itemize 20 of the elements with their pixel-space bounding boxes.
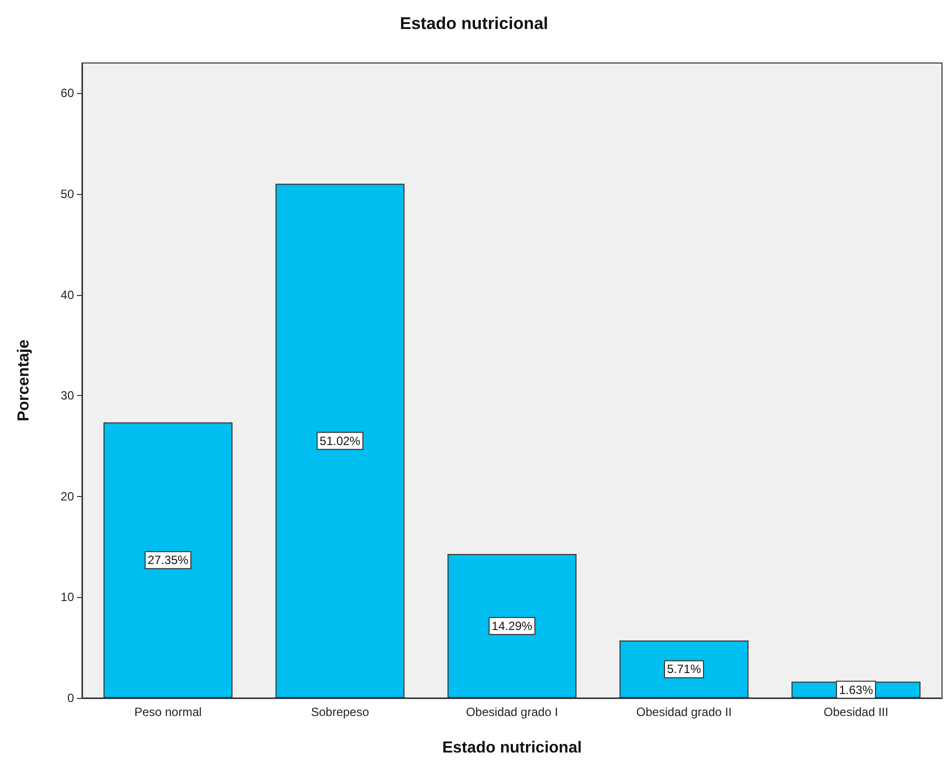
data-label: 1.63% [838,682,874,697]
chart-title: Estado nutricional [400,14,548,33]
data-label: 27.35% [148,553,189,568]
x-axis-title: Estado nutricional [442,740,582,756]
y-tick-label: 10 [60,590,74,604]
y-tick-label: 0 [67,691,74,705]
data-label: 5.71% [666,662,702,676]
data-label: 14.29% [492,618,533,633]
data-label: 51.02% [320,434,361,448]
x-tick-label: Obesidad grado I [466,705,558,719]
x-tick-label: Obesidad grado II [636,705,732,719]
y-tick-label: 40 [60,288,74,302]
x-tick-label: Peso normal [134,705,202,719]
y-tick-label: 20 [60,489,74,504]
y-tick-label: 50 [60,187,74,202]
y-tick-label: 60 [60,86,74,100]
x-tick-label: Sobrepeso [310,705,370,719]
y-axis-title: Porcentaje [16,339,32,422]
y-tick-label: 30 [60,388,74,403]
x-tick-label: Obesidad III [824,705,888,719]
